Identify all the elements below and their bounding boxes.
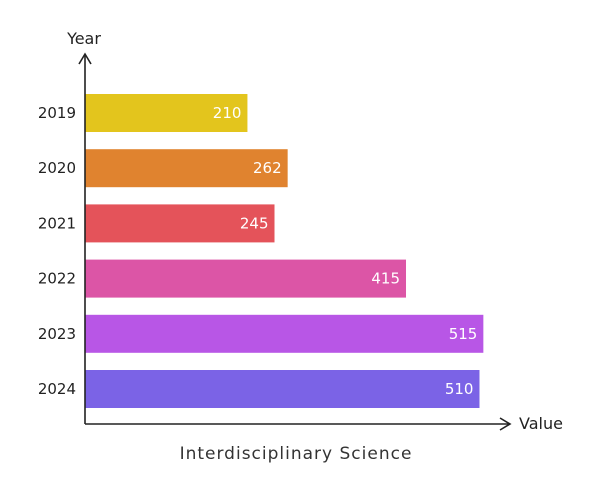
bar-value-label-2023: 515 (449, 325, 478, 343)
y-tick-label-2022: 2022 (38, 270, 76, 288)
bar-value-label-2021: 245 (240, 214, 269, 232)
y-tick-label-2020: 2020 (38, 159, 76, 177)
bar-value-label-2019: 210 (213, 104, 242, 122)
bar-2023 (85, 314, 484, 353)
y-tick-label-2024: 2024 (38, 380, 76, 398)
bar-2020 (85, 149, 288, 188)
x-axis-arrow (499, 417, 512, 431)
y-axis-title: Year (66, 29, 101, 48)
y-axis-arrow (78, 52, 92, 65)
bars-group (85, 94, 484, 408)
axes (78, 52, 512, 431)
bar-value-label-2020: 262 (253, 159, 282, 177)
y-tick-label-2023: 2023 (38, 325, 76, 343)
bar-2021 (85, 204, 275, 243)
y-tick-label-2019: 2019 (38, 104, 76, 122)
chart-title: Interdisciplinary Science (180, 444, 413, 464)
bar-2022 (85, 259, 407, 298)
y-tick-labels-group: 2019 2020 2021 2022 2023 2024 (38, 104, 76, 398)
bar-2024 (85, 370, 480, 408)
x-axis-title: Value (519, 414, 563, 433)
bar-labels-group: 210 262 245 415 515 510 (213, 104, 478, 398)
bar-value-label-2024: 510 (445, 380, 474, 398)
y-tick-label-2021: 2021 (38, 214, 76, 232)
bar-2019 (85, 94, 248, 132)
bar-value-label-2022: 415 (371, 270, 400, 288)
